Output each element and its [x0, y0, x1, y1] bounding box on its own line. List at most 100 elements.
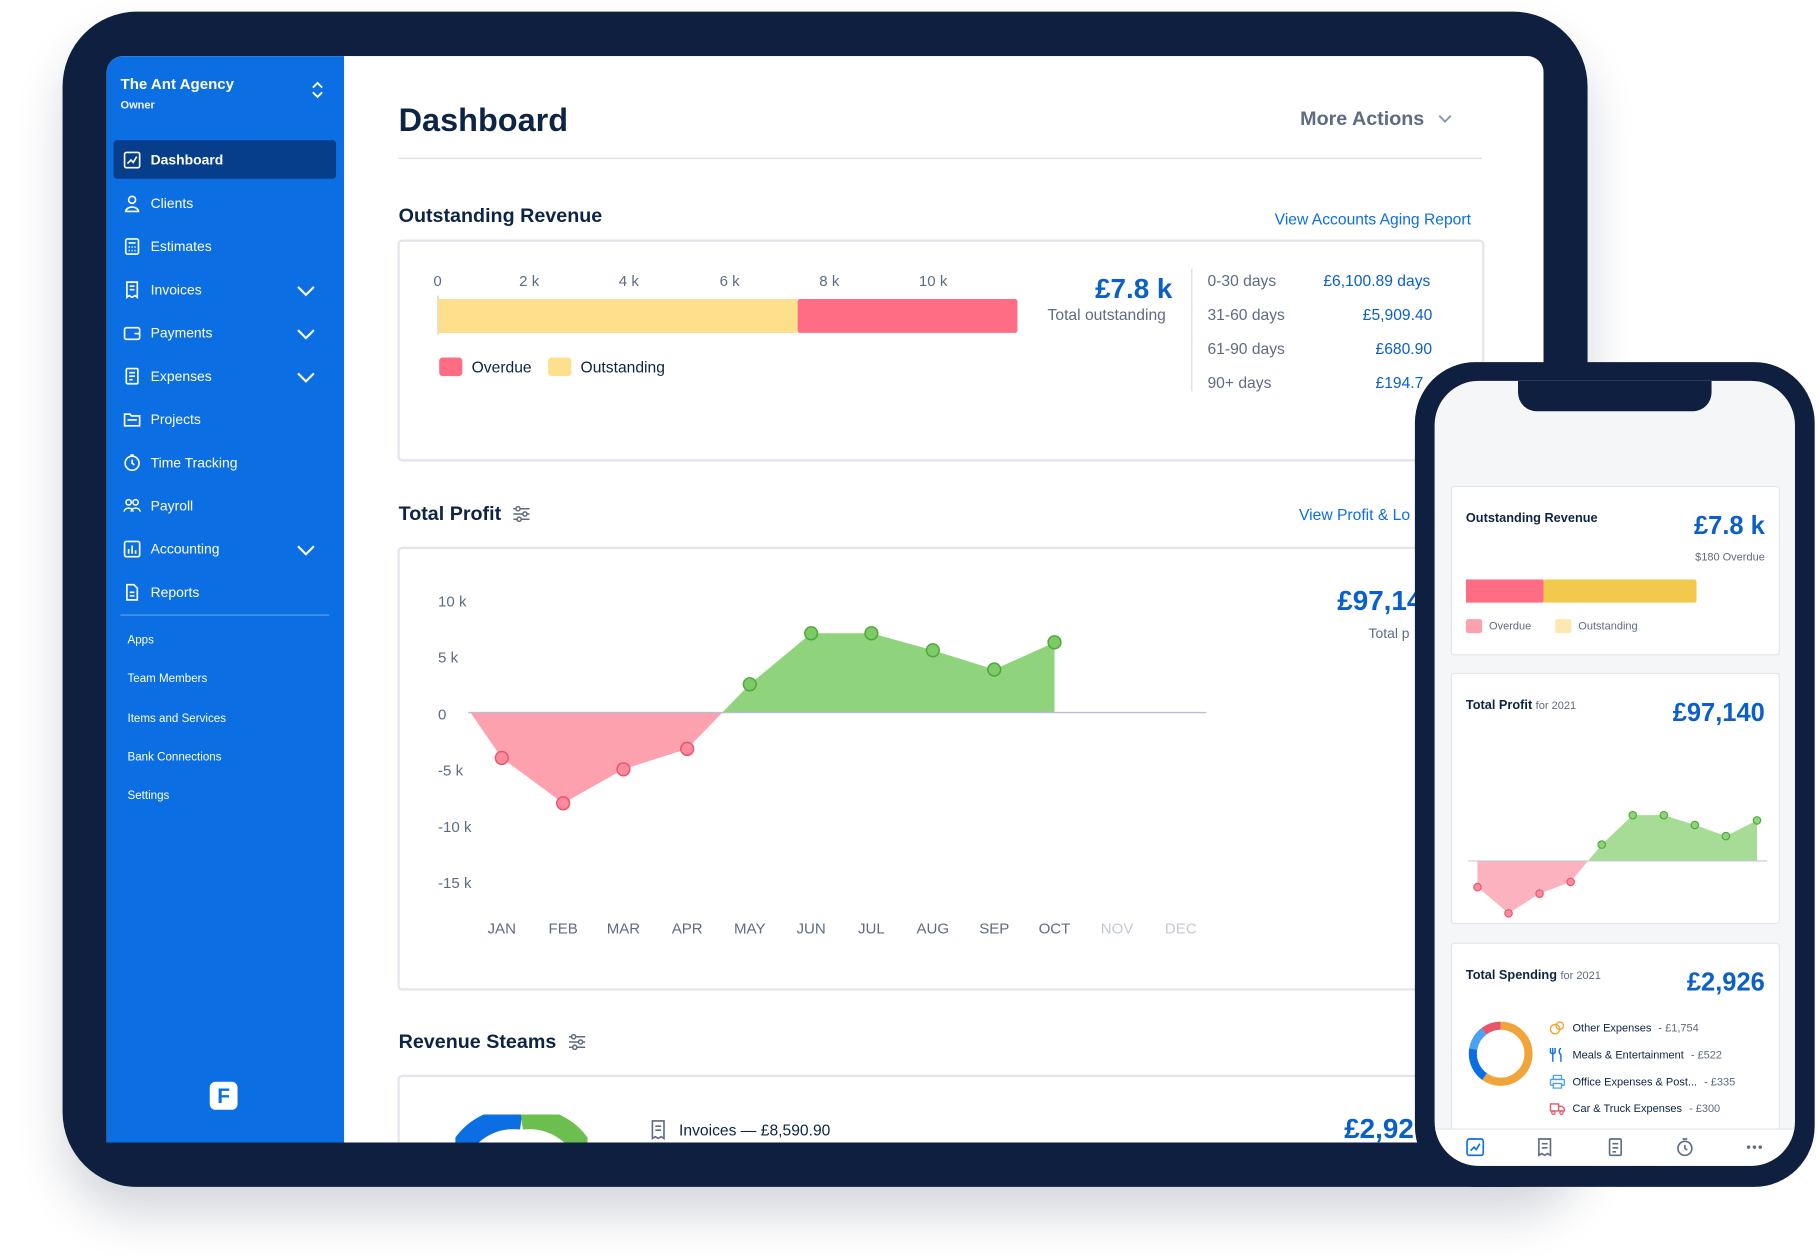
- phone-outstanding-bar: [1465, 579, 1697, 603]
- spending-label: Meals & Entertainment: [1572, 1048, 1684, 1062]
- sidebar-item-label: Estimates: [150, 237, 212, 255]
- filter-sliders-icon[interactable]: [568, 1033, 587, 1051]
- spending-amount: - £522: [1690, 1048, 1723, 1062]
- sidebar-item-label: Projects: [150, 410, 201, 427]
- spending-label: Office Expenses & Post...: [1572, 1075, 1698, 1089]
- spending-label: Car & Truck Expenses: [1572, 1102, 1683, 1116]
- sidebar-item-team-members[interactable]: Team Members: [127, 672, 208, 686]
- receipt-icon: [125, 367, 139, 384]
- sidebar-item-bank-connections[interactable]: Bank Connections: [127, 751, 222, 765]
- chevron-updown-icon: [312, 81, 323, 99]
- sidebar-item-label: Clients: [150, 194, 194, 211]
- filter-sliders-icon[interactable]: [513, 505, 532, 523]
- aging-range: 61-90 days: [1207, 339, 1285, 358]
- phone-profit-point: [1473, 882, 1482, 892]
- outstanding-revenue-title: Outstanding Revenue: [399, 204, 603, 227]
- legend-swatch: [548, 357, 572, 377]
- main-content: Dashboard More Actions Outstanding Reven…: [344, 56, 1544, 1143]
- tab-expenses-icon[interactable]: [1605, 1137, 1626, 1158]
- phone-profit-point: [1690, 820, 1700, 830]
- document-icon: [126, 583, 139, 601]
- sidebar-item-payroll[interactable]: Payroll: [114, 486, 336, 525]
- legend-label: Overdue: [1489, 619, 1532, 633]
- org-switcher[interactable]: The Ant Agency Owner: [121, 75, 330, 112]
- sidebar-item-payments[interactable]: Payments: [114, 313, 336, 352]
- revenue-donut-chart: [455, 1114, 588, 1143]
- calculator-icon: [124, 237, 140, 255]
- phone-profit-card[interactable]: Total Profit for 2021 £97,140: [1450, 672, 1780, 925]
- phone-notch: [1518, 380, 1712, 412]
- bar-tick: 4 k: [618, 272, 639, 290]
- legend-swatch: [1465, 619, 1483, 634]
- sidebar-item-reports[interactable]: Reports: [114, 572, 336, 611]
- phone-spending-period: for 2021: [1560, 969, 1601, 983]
- aging-amount: £5,909.40: [1362, 306, 1433, 324]
- legend-label: Outstanding: [1578, 619, 1638, 633]
- phone-profit-point: [1597, 840, 1606, 849]
- invoice-icon: [126, 280, 139, 299]
- more-actions-label: More Actions: [1300, 107, 1425, 130]
- total-profit-amount: £97,14: [1337, 585, 1423, 617]
- aging-range: 90+ days: [1207, 373, 1272, 392]
- phone-spending-card[interactable]: Total Spending for 2021 £2,926 Other Expe…: [1450, 942, 1780, 1142]
- sidebar-item-dashboard[interactable]: Dashboard: [113, 140, 337, 179]
- sidebar: The Ant Agency Owner Dashboard Clients E…: [106, 56, 345, 1143]
- bar-tick: 0: [433, 272, 442, 290]
- legend-overdue: Overdue: [439, 357, 532, 377]
- user-icon: [124, 194, 140, 212]
- sidebar-item-projects[interactable]: Projects: [114, 400, 336, 439]
- sidebar-item-apps[interactable]: Apps: [127, 634, 154, 648]
- tab-more-icon[interactable]: [1744, 1137, 1765, 1158]
- phone-profit-point: [1659, 810, 1669, 820]
- y-tick: -15 k: [438, 873, 472, 892]
- sidebar-item-estimates[interactable]: Estimates: [114, 227, 336, 266]
- aging-row: 31-60 days £5,909.40: [1207, 306, 1439, 324]
- total-outstanding-label: Total outstanding: [1047, 306, 1166, 324]
- tab-invoices-icon[interactable]: [1534, 1137, 1555, 1158]
- revenue-invoices-label: Invoices — £8,590.90: [679, 1120, 831, 1139]
- outstanding-revenue-card: [397, 239, 1485, 462]
- more-actions-button[interactable]: More Actions: [1300, 107, 1452, 130]
- phone-profit-point: [1752, 816, 1762, 825]
- phone-profit-point: [1628, 810, 1638, 820]
- y-tick: 5 k: [438, 648, 459, 666]
- view-profit-loss-link[interactable]: View Profit & Lo: [1299, 505, 1411, 524]
- sidebar-item-items-services[interactable]: Items and Services: [127, 712, 227, 726]
- bar-tick: 6 k: [719, 272, 740, 290]
- section-title-text: Revenue Steams: [398, 1030, 557, 1053]
- donut-segment-meals: [1468, 1021, 1533, 1086]
- total-profit-label: Total p: [1368, 624, 1410, 642]
- phone-profit-point: [1535, 889, 1544, 898]
- view-aging-report-link[interactable]: View Accounts Aging Report: [1274, 210, 1471, 228]
- phone-outstanding-amount: £7.8 k: [1693, 510, 1765, 540]
- y-tick: 0: [438, 705, 447, 724]
- revenue-streams-title: Revenue Steams: [399, 1030, 587, 1053]
- phone-profit-area-positive: [1588, 815, 1757, 861]
- legend-swatch: [439, 357, 463, 377]
- chart-line-icon: [123, 151, 141, 168]
- sidebar-item-accounting[interactable]: Accounting: [114, 529, 336, 568]
- spending-label: Other Expenses: [1572, 1021, 1652, 1035]
- tab-dashboard-icon[interactable]: [1465, 1137, 1486, 1158]
- sidebar-item-clients[interactable]: Clients: [114, 183, 336, 222]
- bar-segment-overdue: [797, 299, 1018, 333]
- phone-profit-period: for 2021: [1535, 699, 1577, 713]
- ledger-icon: [123, 540, 141, 557]
- chevron-down-icon: [1438, 114, 1452, 123]
- sidebar-item-time-tracking[interactable]: Time Tracking: [114, 443, 336, 482]
- outstanding-bar-chart: [437, 295, 1018, 336]
- bar-segment-outstanding: [438, 299, 798, 333]
- fork-knife-icon: [1549, 1047, 1562, 1062]
- phone-profit-amount: £97,140: [1672, 697, 1765, 727]
- printer-icon: [1549, 1074, 1566, 1089]
- aging-amount: £6,100.89 days: [1323, 272, 1431, 290]
- phone-outstanding-card[interactable]: Outstanding Revenue £7.8 k $180 Overdue …: [1450, 485, 1780, 656]
- sidebar-item-invoices[interactable]: Invoices: [114, 270, 336, 309]
- sidebar-item-settings[interactable]: Settings: [127, 789, 170, 803]
- spending-row: Meals & Entertainment - £522: [1549, 1047, 1723, 1062]
- y-tick: -10 k: [438, 817, 472, 836]
- chevron-down-icon: [297, 329, 315, 340]
- sidebar-item-expenses[interactable]: Expenses: [114, 356, 336, 395]
- tab-time-icon[interactable]: [1674, 1137, 1695, 1158]
- phone-profit-title-text: Total Profit: [1465, 698, 1533, 713]
